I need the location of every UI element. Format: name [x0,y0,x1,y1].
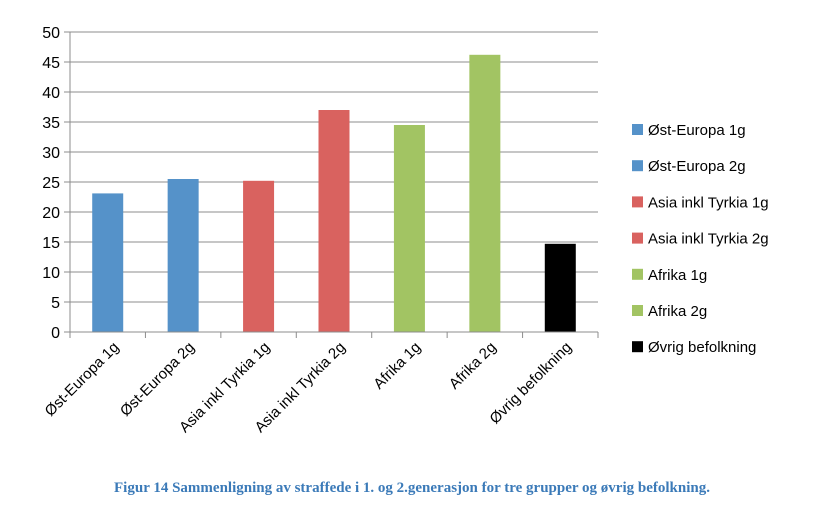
legend-swatch [632,305,643,316]
bar [92,193,124,332]
legend-swatch [632,341,643,353]
legend-item: Øst-Europa 2g [632,158,746,175]
y-tick-label: 45 [42,55,60,72]
legend-item: Øvrig befolkning [632,339,756,356]
x-tick-label: Afrika 1g [370,339,424,393]
legend-item: Asia inkl Tyrkia 2g [632,231,769,248]
legend-swatch [632,160,643,172]
legend-label: Afrika 1g [648,267,707,284]
bars [92,54,576,333]
y-tick-label: 30 [42,145,60,162]
bar [544,243,576,332]
y-axis-ticks: 0 5 10 15 20 25 30 35 40 45 50 [42,25,70,342]
legend-swatch [632,268,643,280]
legend-label: Øst-Europa 2g [648,158,746,175]
legend-label: Asia inkl Tyrkia 1g [648,194,769,211]
x-tick-label: Afrika 2g [446,339,500,393]
legend-swatch [632,124,643,135]
x-tick-label: Øst-Europa 2g [117,339,198,420]
legend: Øst-Europa 1g Øst-Europa 2g Asia inkl Tyrk… [632,122,769,356]
legend-item: Øst-Europa 1g [632,122,746,139]
bar [243,180,275,332]
legend-item: Asia inkl Tyrkia 1g [632,194,769,211]
bar [318,110,350,332]
x-tick-label: Øvrig befolkning [486,339,575,428]
x-tick-label: Øst-Europa 1g [42,339,123,420]
legend-label: Øvrig befolkning [648,339,756,356]
legend-item: Afrika 1g [632,267,707,284]
y-tick-label: 35 [42,115,60,132]
legend-item: Afrika 2g [632,303,707,320]
y-tick-label: 15 [42,235,60,252]
legend-swatch [632,232,643,244]
y-tick-label: 25 [42,175,60,192]
y-tick-label: 5 [51,295,60,312]
legend-label: Afrika 2g [648,303,707,320]
legend-label: Asia inkl Tyrkia 2g [648,231,769,248]
figure-caption: Figur 14 Sammenligning av straffede i 1.… [114,480,710,496]
bar [393,125,425,332]
y-tick-label: 40 [42,85,60,102]
bar [469,54,501,333]
bar [167,179,199,332]
y-tick-label: 20 [42,205,60,222]
legend-swatch [632,196,643,208]
axes [69,32,598,333]
y-tick-label: 50 [42,25,60,42]
legend-label: Øst-Europa 1g [648,122,746,139]
y-tick-label: 0 [51,325,60,342]
y-tick-label: 10 [42,265,60,282]
